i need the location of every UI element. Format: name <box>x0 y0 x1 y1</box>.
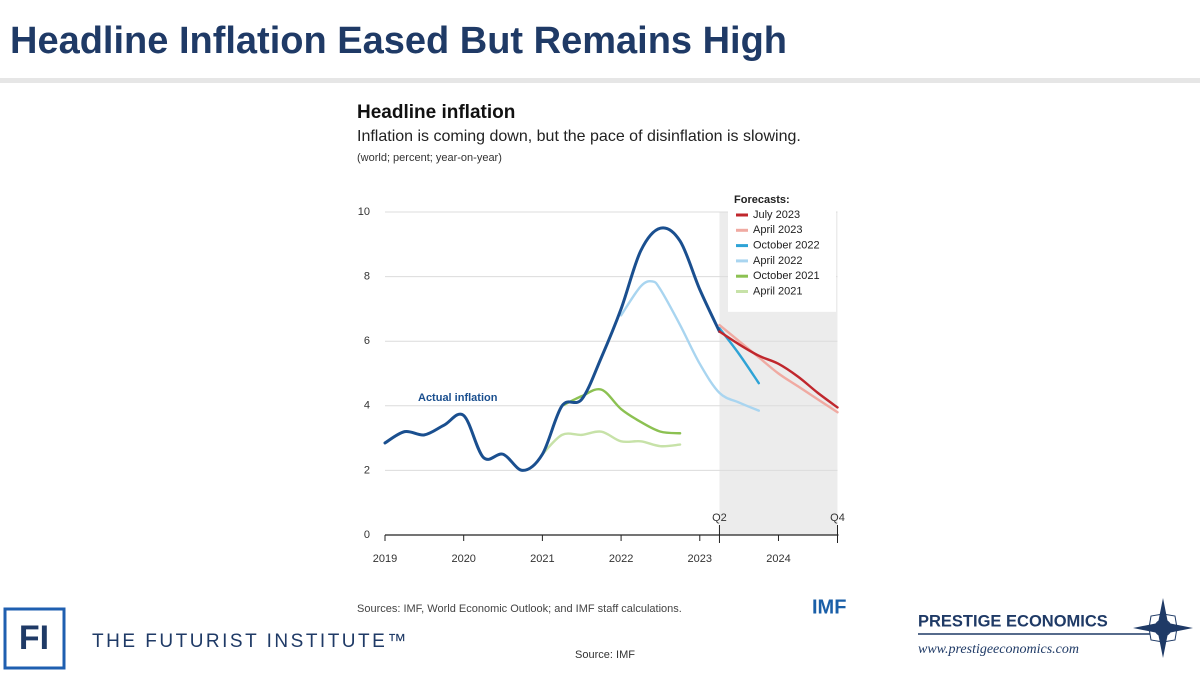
legend-label: July 2023 <box>753 209 800 221</box>
x-tick-label: 2023 <box>688 553 712 565</box>
y-tick-label: 6 <box>364 335 370 347</box>
plot: 0 2 4 6 8 10 2019 2020 2021 2022 2023 2024 Q2 Q4 Actua… <box>358 192 845 565</box>
legend-label: October 2022 <box>753 240 820 252</box>
x-tick-label: 2024 <box>766 553 790 565</box>
legend-title: Forecasts: <box>734 194 790 206</box>
x-tick-label: 2022 <box>609 553 633 565</box>
header-rule <box>0 78 1200 83</box>
x-tick-label: 2021 <box>530 553 554 565</box>
series-line <box>541 430 682 456</box>
chart-title: Headline inflation <box>357 102 515 123</box>
series-line <box>619 279 761 412</box>
period-label: Q4 <box>830 512 845 524</box>
publisher: IMF <box>812 596 846 618</box>
legend-label: April 2022 <box>753 255 803 267</box>
legend-label: April 2021 <box>753 285 803 297</box>
source-note: Sources: IMF, World Economic Outlook; an… <box>357 603 682 615</box>
legend-label: April 2023 <box>753 224 803 236</box>
series-annotation: Actual inflation <box>418 392 498 404</box>
y-tick-label: 0 <box>364 529 370 541</box>
x-tick-label: 2020 <box>451 553 475 565</box>
y-tick-label: 4 <box>364 400 370 412</box>
x-tick-label: 2019 <box>373 553 397 565</box>
prestige-name: PRESTIGE ECONOMICS <box>918 612 1108 630</box>
chart-subtitle: Inflation is coming down, but the pace o… <box>357 128 801 145</box>
y-tick-label: 10 <box>358 206 370 218</box>
slide-title: Headline Inflation Eased But Remains Hig… <box>10 20 787 62</box>
units-note: (world; percent; year-on-year) <box>357 152 502 164</box>
footer-source: Source: IMF <box>575 649 635 661</box>
legend-label: October 2021 <box>753 270 820 282</box>
period-label: Q2 <box>712 512 727 524</box>
prestige-url: www.prestigeeconomics.com <box>918 642 1079 657</box>
series-line <box>718 323 839 414</box>
fi-logo-box <box>3 607 66 670</box>
series-line <box>718 330 839 409</box>
series-line <box>383 226 721 472</box>
y-tick-label: 2 <box>364 464 370 476</box>
compass-icon <box>1133 598 1193 658</box>
futurist-name: THE FUTURIST INSTITUTE™ <box>92 631 409 652</box>
fi-logo: FI <box>19 619 49 657</box>
y-tick-label: 8 <box>364 271 370 283</box>
series-line <box>560 388 682 435</box>
